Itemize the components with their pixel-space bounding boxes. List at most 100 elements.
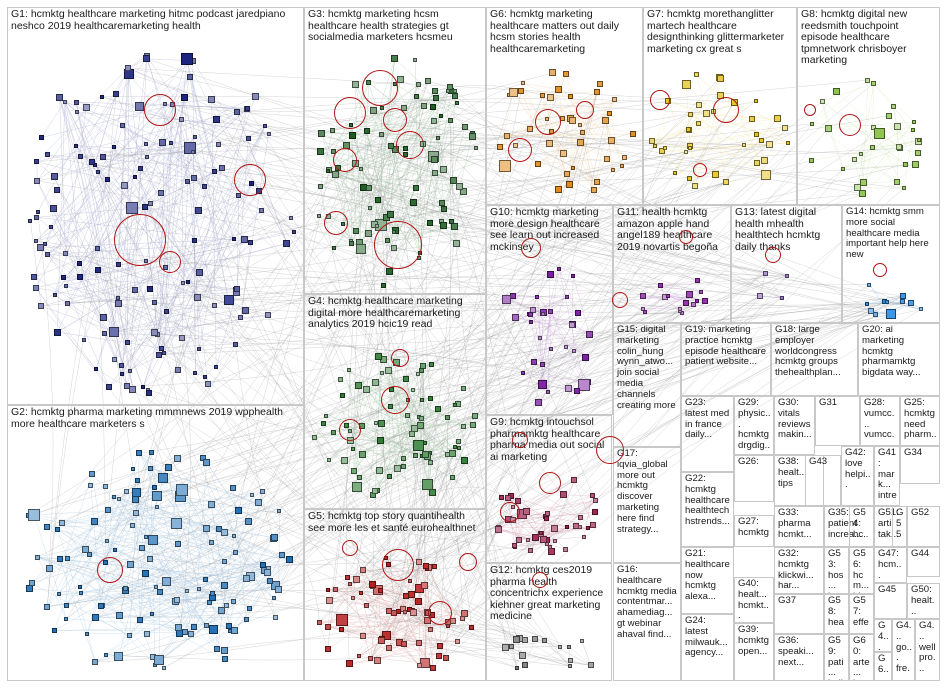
group-label-g8: G8: hcmktg digital new reedsmith touchpo… <box>801 8 911 67</box>
graph-node <box>136 450 143 457</box>
group-label-g50: G50: healt... <box>911 584 935 617</box>
graph-node <box>116 612 124 620</box>
graph-node <box>444 414 450 420</box>
graph-edge <box>81 561 225 593</box>
graph-node <box>146 390 153 397</box>
graph-edge <box>119 590 127 617</box>
graph-node <box>142 570 150 578</box>
graph-edge <box>80 190 259 278</box>
graph-edge <box>562 118 595 191</box>
graph-edge <box>107 125 123 180</box>
group-box-g16: G16: healthcare hcmktg media contentmar.… <box>613 563 681 681</box>
graph-edge <box>389 434 413 477</box>
graph-node <box>527 312 533 318</box>
graph-node <box>563 546 569 552</box>
graph-edge <box>403 452 453 467</box>
graph-edge <box>122 125 147 158</box>
graph-node <box>413 57 418 62</box>
graph-node <box>565 294 570 299</box>
graph-node <box>272 614 278 620</box>
graph-node <box>400 641 407 648</box>
graph-node <box>114 299 122 307</box>
graph-edge <box>164 630 231 668</box>
graph-node <box>418 367 424 373</box>
self-loop-ring <box>391 349 409 367</box>
graph-edge <box>79 179 108 278</box>
group-label-g26: G26: <box>738 456 759 467</box>
graph-edge <box>206 462 251 577</box>
graph-node <box>581 534 586 539</box>
group-label-g1: G1: hcmktg healthcare marketing hitmc po… <box>11 8 289 32</box>
graph-node <box>263 124 267 128</box>
graph-edge <box>57 267 166 333</box>
group-label-g25: G25: hcmktg need pharm... <box>904 397 938 446</box>
graph-edge <box>144 206 234 240</box>
graph-node <box>117 497 122 502</box>
graph-node <box>569 322 576 329</box>
graph-node <box>242 306 250 314</box>
graph-node <box>64 556 70 562</box>
graph-edge <box>690 114 744 146</box>
graph-edge <box>349 610 390 664</box>
graph-edge <box>443 127 466 210</box>
graph-node <box>368 656 374 662</box>
graph-node <box>648 138 655 145</box>
graph-node <box>112 494 117 499</box>
graph-edge <box>65 252 198 298</box>
graph-node <box>585 330 593 338</box>
graph-edge <box>344 460 428 485</box>
group-box-g28: G28: vumcc... vumcc... larids... <box>860 396 900 446</box>
graph-edge <box>132 151 194 209</box>
graph-node <box>841 166 846 171</box>
graph-node <box>180 53 193 66</box>
graph-node <box>120 123 126 129</box>
graph-node <box>152 299 158 305</box>
graph-edge <box>240 134 269 318</box>
graph-node <box>899 293 906 300</box>
graph-node <box>591 186 598 193</box>
graph-node <box>329 128 335 134</box>
graph-node <box>124 383 131 390</box>
graph-edge <box>713 111 727 183</box>
graph-node <box>532 636 539 643</box>
graph-edge <box>129 241 251 372</box>
graph-node <box>126 202 139 215</box>
graph-edge <box>685 144 770 153</box>
graph-edge <box>47 137 196 255</box>
graph-edge <box>114 302 155 332</box>
graph-edge <box>843 106 894 169</box>
graph-node <box>429 361 435 367</box>
graph-node <box>242 574 250 582</box>
graph-node <box>248 239 254 245</box>
graph-node <box>560 150 568 158</box>
graph-node <box>135 478 141 484</box>
group-box-g59: G59: pati... buil... <box>824 634 849 681</box>
graph-edge <box>114 496 247 620</box>
graph-edge <box>46 485 92 528</box>
graph-node <box>469 625 475 631</box>
graph-edge <box>102 597 213 606</box>
graph-node <box>174 541 181 548</box>
graph-edge <box>146 143 195 241</box>
graph-edge <box>726 174 766 183</box>
graph-node <box>470 421 477 428</box>
self-loop-ring <box>679 230 693 244</box>
graph-edge <box>314 436 426 444</box>
graph-edge <box>133 469 192 634</box>
graph-node <box>432 563 438 569</box>
self-loop-ring <box>804 104 816 116</box>
graph-edge <box>668 101 687 153</box>
graph-node <box>355 382 363 390</box>
graph-node <box>696 101 703 108</box>
graph-edge <box>359 409 439 478</box>
graph-node <box>397 76 405 84</box>
graph-node <box>885 309 896 320</box>
graph-node <box>819 98 825 104</box>
graph-node <box>391 609 398 616</box>
graph-node <box>702 297 709 304</box>
self-loop-ring <box>374 221 422 269</box>
graph-edge <box>867 79 915 123</box>
graph-node <box>170 517 182 529</box>
graph-node <box>593 89 600 96</box>
graph-node <box>916 138 921 143</box>
